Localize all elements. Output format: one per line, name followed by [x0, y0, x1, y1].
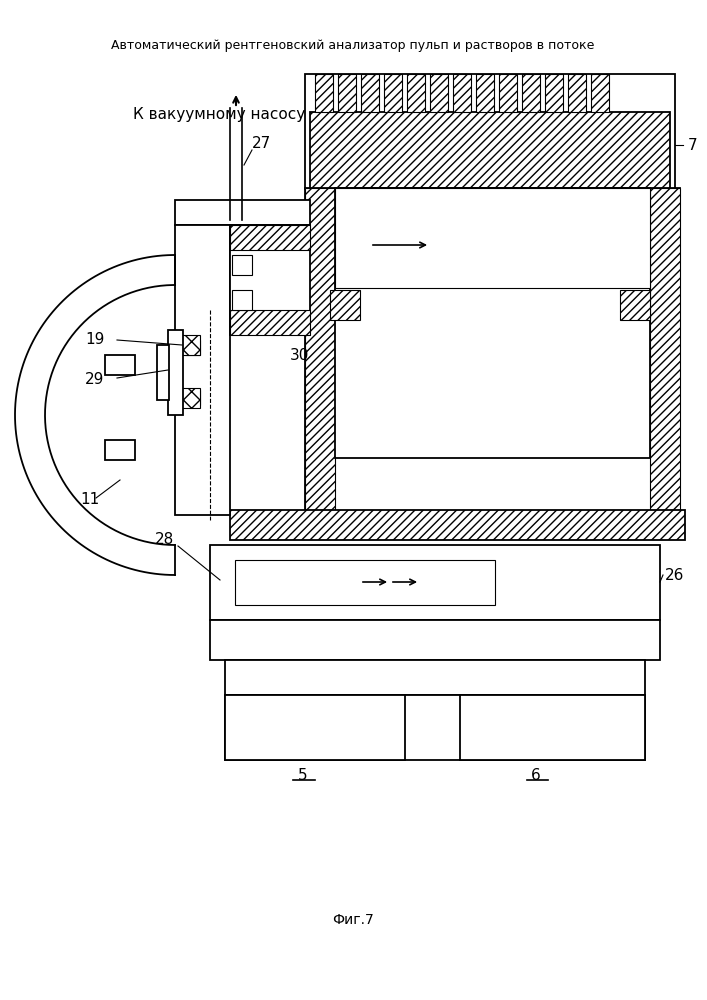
Bar: [305, 188, 680, 538]
Text: 29: 29: [85, 372, 105, 387]
Text: 6: 6: [531, 768, 541, 782]
Text: 26: 26: [665, 568, 684, 582]
Bar: [225, 660, 645, 695]
Bar: [225, 695, 405, 760]
Text: 11: 11: [80, 492, 99, 508]
Text: 5: 5: [298, 768, 308, 782]
Bar: [591, 74, 609, 112]
Text: 27: 27: [252, 135, 271, 150]
Bar: [175, 225, 230, 515]
Bar: [305, 518, 680, 538]
Bar: [305, 188, 335, 538]
Bar: [361, 74, 379, 112]
Bar: [225, 695, 645, 760]
Bar: [545, 74, 563, 112]
Bar: [338, 74, 356, 112]
Bar: [407, 74, 425, 112]
Bar: [568, 74, 586, 112]
Bar: [230, 225, 310, 250]
Bar: [305, 74, 675, 189]
Bar: [157, 345, 169, 400]
Bar: [330, 290, 360, 320]
Bar: [476, 74, 494, 112]
Bar: [185, 390, 200, 405]
Bar: [210, 620, 660, 660]
Text: Фиг.7: Фиг.7: [332, 913, 374, 927]
Bar: [210, 545, 660, 620]
Bar: [522, 74, 540, 112]
Bar: [168, 330, 183, 415]
Bar: [182, 388, 200, 408]
Bar: [232, 255, 252, 275]
Bar: [335, 188, 650, 458]
Bar: [232, 290, 252, 310]
Bar: [105, 355, 135, 375]
Bar: [185, 340, 200, 355]
Bar: [230, 225, 310, 335]
Bar: [230, 310, 310, 335]
Bar: [105, 440, 135, 460]
Text: 28: 28: [155, 532, 174, 548]
Text: Автоматический рентгеновский анализатор пульп и растворов в потоке: Автоматический рентгеновский анализатор …: [111, 38, 595, 51]
Bar: [620, 290, 650, 320]
Text: К вакуумному насосу: К вакуумному насосу: [133, 107, 305, 122]
Bar: [453, 74, 471, 112]
Bar: [175, 200, 310, 225]
Bar: [182, 335, 200, 355]
Text: 7: 7: [688, 137, 698, 152]
Bar: [230, 510, 685, 540]
Bar: [384, 74, 402, 112]
Bar: [335, 188, 650, 288]
Text: 30: 30: [290, 348, 310, 362]
Bar: [430, 74, 448, 112]
Text: 19: 19: [85, 332, 105, 348]
Bar: [315, 74, 333, 112]
Bar: [499, 74, 517, 112]
Bar: [310, 112, 670, 190]
Bar: [650, 188, 680, 538]
Bar: [460, 695, 645, 760]
Bar: [235, 560, 495, 605]
